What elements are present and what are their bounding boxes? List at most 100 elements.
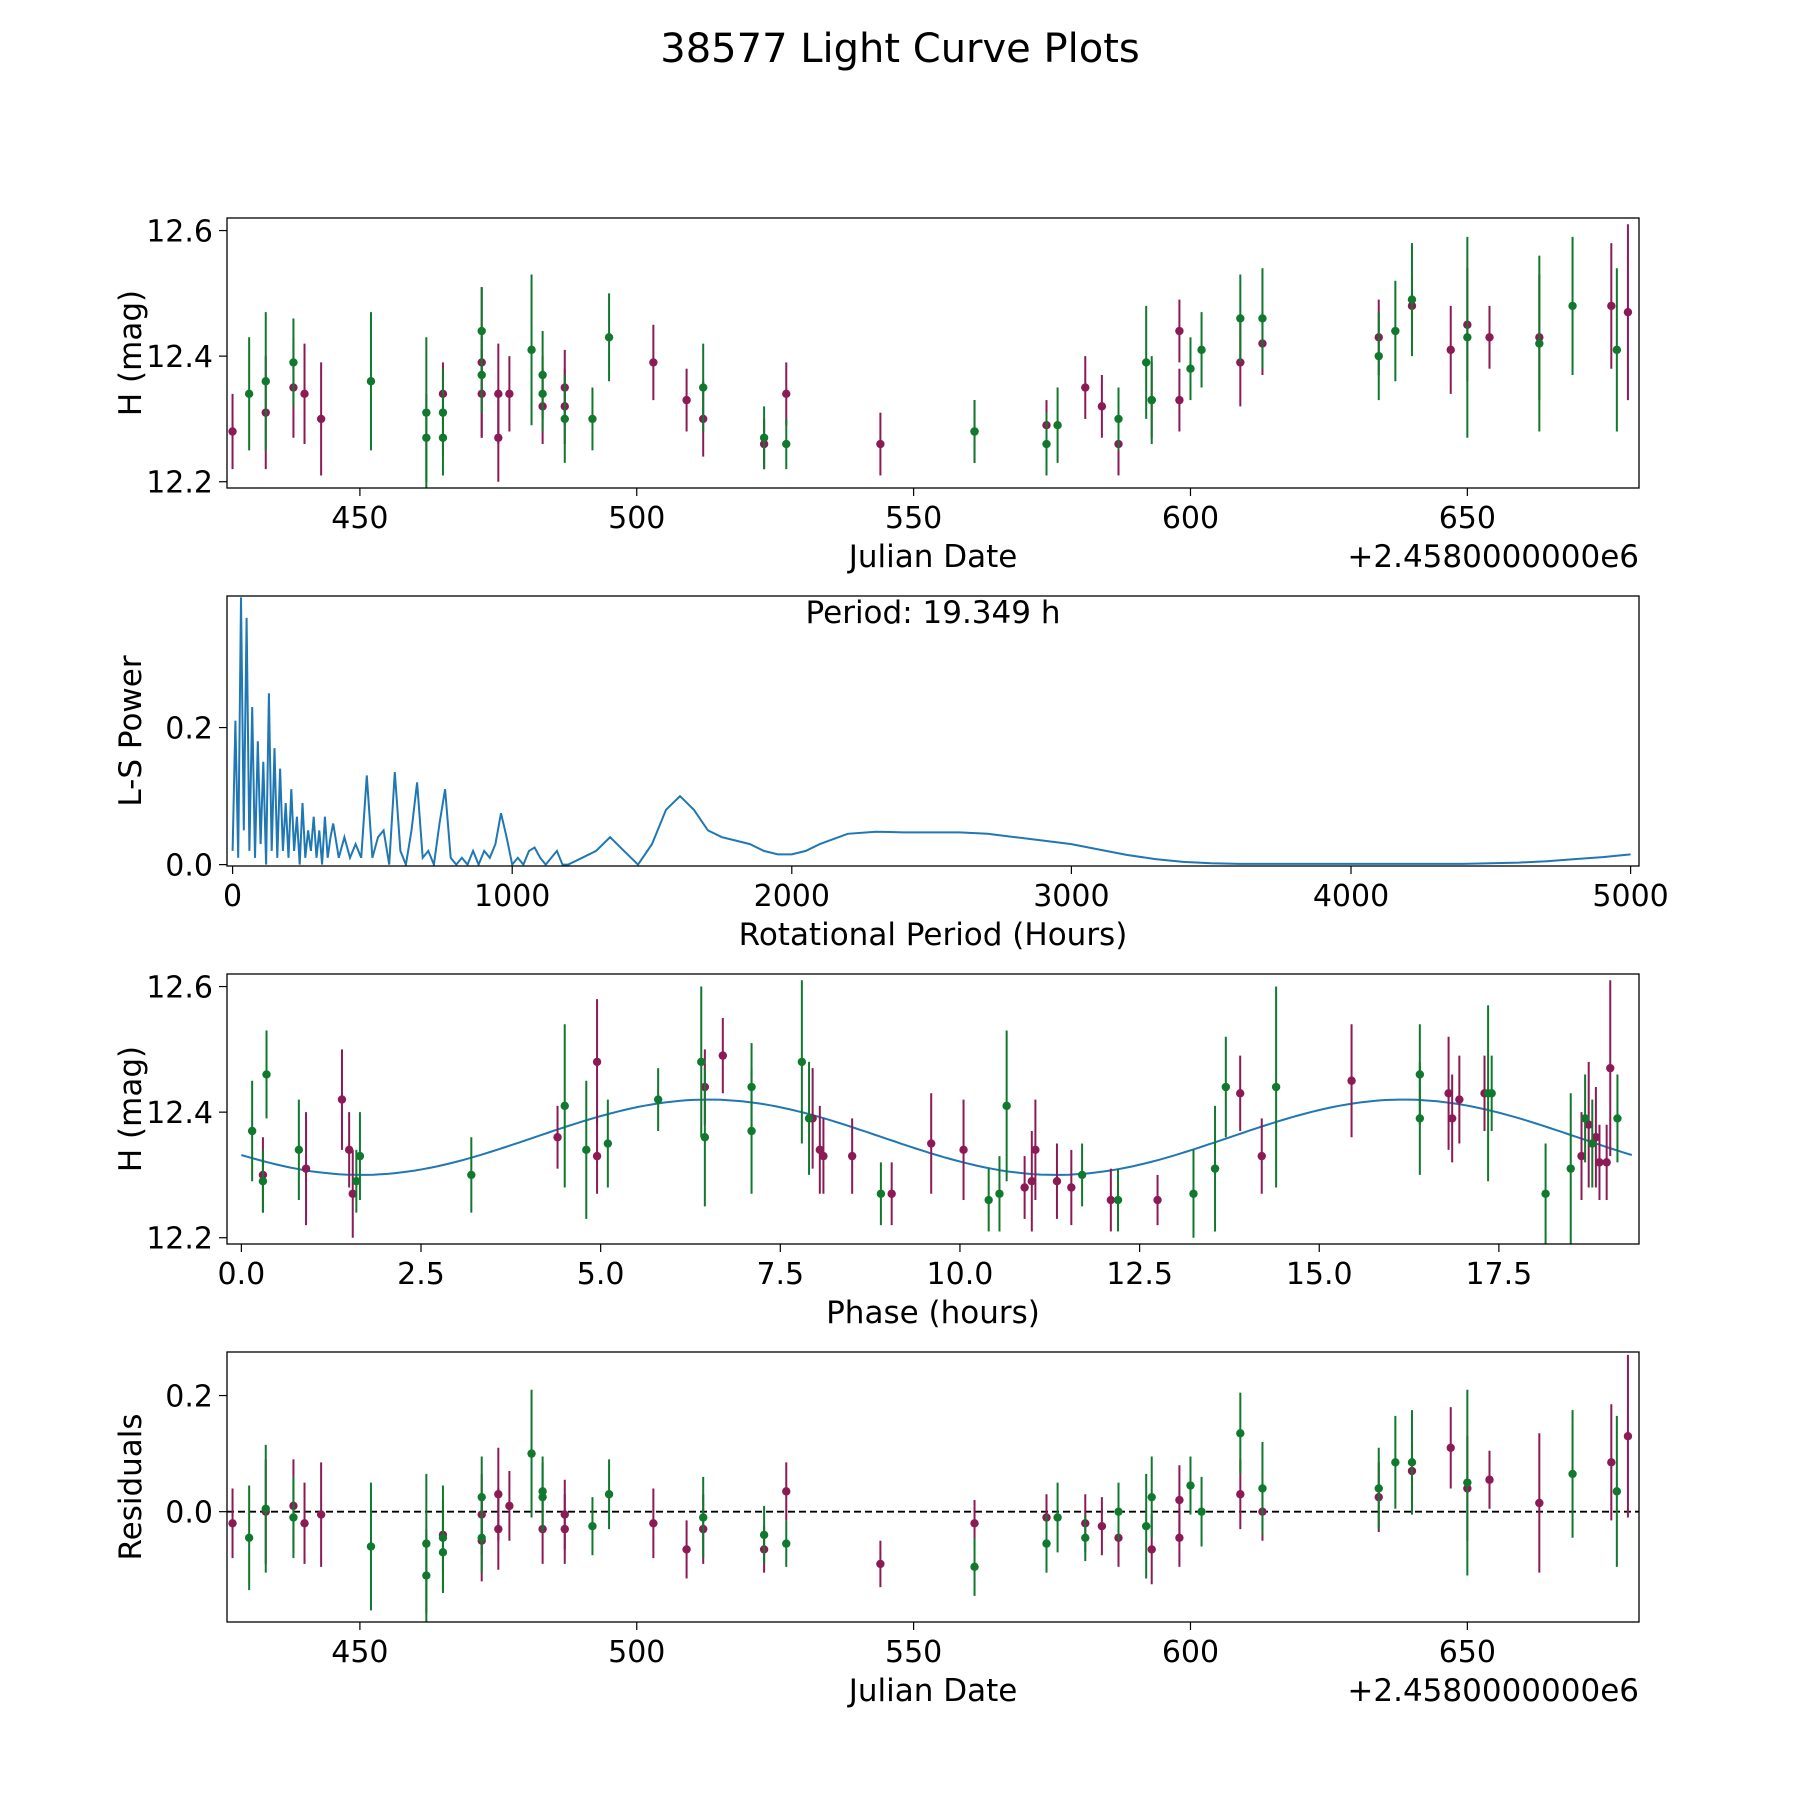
x-tick-label: 5000: [1592, 879, 1668, 914]
data-point: [228, 427, 237, 436]
data-point: [699, 1513, 708, 1522]
data-point: [1210, 1164, 1220, 1173]
data-point: [1236, 1490, 1245, 1499]
data-point: [244, 389, 254, 399]
data-point: [1081, 383, 1090, 392]
data-point: [1175, 395, 1184, 405]
data-point: [438, 433, 448, 442]
y-tick-label: 12.4: [146, 1096, 213, 1131]
data-point: [560, 414, 569, 424]
data-point: [876, 1559, 885, 1569]
data-point: [1042, 439, 1051, 449]
data-point: [1612, 345, 1622, 355]
data-point: [1568, 1469, 1577, 1479]
data-point: [247, 1126, 257, 1136]
data-point: [300, 389, 309, 399]
x-tick-label: 0.0: [218, 1257, 266, 1292]
data-point: [261, 377, 270, 386]
x-tick-label: 1000: [474, 879, 550, 914]
data-point: [560, 1101, 569, 1111]
panel-residuals: 450 500 550 600 650 0.0 0.2 Julian Date Residual…: [113, 1351, 1640, 1709]
data-point: [804, 1114, 814, 1123]
data-point: [1258, 1484, 1267, 1493]
data-point: [876, 439, 885, 449]
data-point: [782, 1487, 791, 1496]
data-point: [355, 1151, 365, 1161]
data-point: [1175, 1533, 1184, 1543]
y-tick-label: 0.0: [165, 1496, 213, 1531]
data-point: [959, 1145, 968, 1155]
periodogram-line: [231, 597, 1631, 866]
plot-area: [227, 1354, 1639, 1622]
data-point: [1042, 1539, 1051, 1548]
data-point: [1415, 1114, 1425, 1123]
data-point: [1141, 358, 1151, 367]
data-point: [1153, 1195, 1162, 1205]
data-point: [1374, 1484, 1383, 1493]
x-tick-label: 450: [331, 1635, 388, 1670]
data-point: [538, 1492, 547, 1502]
data-point: [782, 439, 791, 449]
panel-lightcurve: 450 500 550 600 650 12.2 12.4 12.6 Julian Date H …: [113, 215, 1640, 575]
data-point: [262, 1070, 271, 1079]
x-offset-text: +2.4580000000e6: [1347, 539, 1639, 575]
data-point: [970, 1562, 979, 1572]
data-point: [228, 1519, 237, 1528]
data-point: [592, 1151, 602, 1161]
data-point: [366, 377, 376, 386]
x-tick-label: 17.5: [1465, 1257, 1532, 1292]
data-point: [603, 1139, 613, 1148]
data-point: [494, 433, 503, 442]
y-tick-label: 0.2: [165, 1380, 213, 1415]
x-tick-label: 4000: [1313, 879, 1389, 914]
data-point: [1106, 1195, 1116, 1205]
data-point: [995, 1189, 1004, 1198]
data-point: [1541, 1189, 1550, 1198]
data-point: [1175, 1495, 1184, 1505]
data-point: [1607, 301, 1616, 311]
panel-phased: 0.0 2.5 5.0 7.5 10.0 12.5 15.0 17.5 12.2 12.4 12.6…: [113, 971, 1640, 1331]
data-point: [1407, 295, 1417, 304]
data-point: [438, 1533, 448, 1543]
data-point: [352, 1177, 361, 1186]
y-axis-label: Residuals: [113, 1413, 149, 1560]
data-point: [1455, 1095, 1464, 1104]
data-point: [1535, 339, 1544, 348]
data-point: [422, 433, 431, 442]
data-point: [1613, 1114, 1622, 1123]
data-point: [1623, 307, 1633, 317]
data-point: [1446, 1443, 1455, 1453]
data-point: [1141, 1521, 1151, 1531]
x-axis-label: Julian Date: [847, 539, 1018, 575]
plot-area: [228, 224, 1633, 488]
data-point: [1485, 333, 1494, 342]
y-tick-label: 12.4: [146, 340, 213, 375]
data-point: [1595, 1158, 1604, 1167]
data-point: [1623, 1431, 1633, 1441]
data-point: [553, 1133, 562, 1142]
data-point: [1607, 1458, 1616, 1467]
plot-area: [241, 980, 1633, 1244]
data-point: [1535, 1498, 1544, 1508]
y-axis-label: H (mag): [113, 1046, 149, 1172]
data-point: [819, 1151, 828, 1161]
axes-frame: [226, 1351, 1640, 1623]
data-point: [1197, 345, 1206, 355]
data-point: [1591, 1133, 1601, 1142]
data-point: [300, 1519, 309, 1528]
data-point: [1606, 1063, 1615, 1073]
data-point: [759, 433, 769, 442]
data-point: [1027, 1177, 1037, 1186]
data-point: [1391, 1458, 1400, 1467]
data-point: [604, 1490, 614, 1499]
data-point: [337, 1095, 347, 1104]
data-point: [1235, 1089, 1245, 1098]
data-point: [477, 1533, 486, 1543]
axes-frame: [226, 217, 1640, 489]
data-point: [1391, 326, 1400, 336]
data-point: [682, 395, 691, 405]
data-point: [1081, 1533, 1090, 1543]
data-point: [1577, 1151, 1586, 1161]
data-point: [1446, 345, 1455, 355]
data-point: [527, 1449, 536, 1458]
